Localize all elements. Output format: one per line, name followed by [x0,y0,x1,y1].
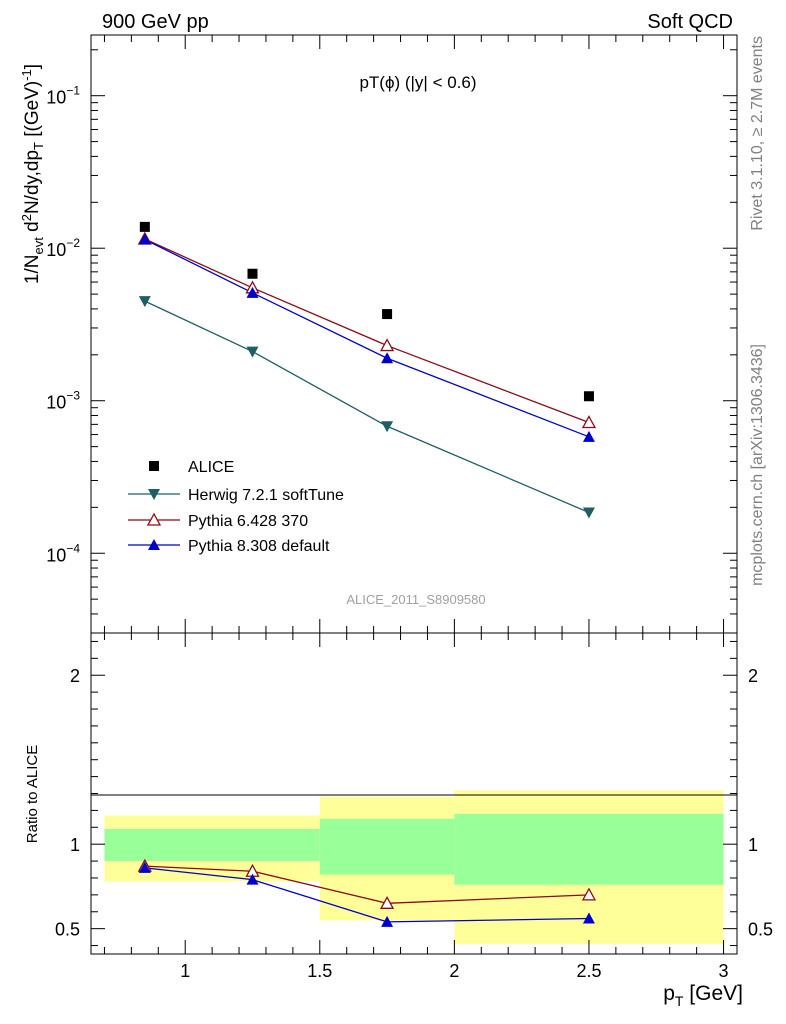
stat-uncertainty-band [104,828,320,862]
data-point [381,421,394,433]
main-y-tick-label: 10−1 [46,84,80,108]
main-y-tick-label: 10−4 [46,541,80,565]
main-series-lines [144,238,590,514]
analysis-watermark: ALICE_2011_S8909580 [346,592,485,607]
x-tick-label: 1.5 [307,961,332,981]
series-line-pythia [144,238,590,438]
data-point [582,507,595,519]
mcplots-label: mcplots.cern.ch [arXiv:1306.3436] [749,344,766,586]
series-line-herwig [144,300,590,514]
legend-label: Pythia 6.428 370 [188,513,308,530]
data-point [246,286,259,298]
series-line-pythia [144,238,590,424]
ratio-y-tick-label-left: 1 [70,835,80,855]
ratio-y-tick-labels: 0.5 0.5 1 1 2 2 [55,666,773,939]
ratio-y-tick-label-right: 1 [748,835,758,855]
header-left-label: 900 GeV pp [102,11,209,33]
ratio-data-point [581,887,597,901]
ratio-x-tick-labels: 1 1.5 2 2.5 3 [180,961,728,981]
data-point [139,221,150,232]
ratio-axis-ticks [91,633,737,954]
data-point [382,309,393,320]
ratio-series-lines [144,865,589,923]
main-y-tick-labels: 10−1 10−2 10−3 10−4 [46,84,80,566]
legend-label: ALICE [188,459,234,476]
x-axis-label: pT [GeV] [663,982,743,1009]
ratio-y-tick-label-right: 0.5 [748,920,773,940]
x-tick-label: 2.5 [576,961,601,981]
main-y-tick-label: 10−2 [46,236,80,260]
legend-marker [148,539,160,550]
ratio-y-tick-label-right: 2 [748,666,758,686]
ratio-data-point [582,912,595,924]
x-tick-label: 3 [719,961,729,981]
data-point [581,415,597,429]
stat-uncertainty-band [454,813,724,885]
data-point [138,296,151,308]
ratio-data-point [246,873,259,885]
ratio-plot-frame [90,632,738,955]
data-point [381,352,394,364]
main-series-markers [137,221,597,519]
legend-marker [149,461,159,471]
ratio-line-pythia [144,865,589,904]
legend-marker [146,512,162,526]
x-tick-label: 1 [180,961,190,981]
main-y-tick-label: 10−3 [46,389,80,413]
main-plot-title: pT(ϕ) (|y| < 0.6) [359,73,476,92]
data-point [246,346,259,358]
data-point [379,338,395,352]
ratio-y-axis-label: Ratio to ALICE [24,745,41,843]
legend-label: Pythia 8.308 default [188,538,330,555]
header-right-label: Soft QCD [647,11,733,33]
x-tick-label: 2 [449,961,459,981]
legend-label: Herwig 7.2.1 softTune [188,487,344,504]
main-axis-ticks [91,35,737,634]
ratio-line-pythia [144,867,589,923]
main-y-axis-label: 1/Nevt d2N/dy,dpT [(GeV)-1] [19,64,46,284]
data-point [138,233,151,245]
ratio-data-point [381,915,394,927]
data-point [583,391,594,402]
legend: ALICE Herwig 7.2.1 softTune Pythia 6.428 3… [128,459,344,555]
ratio-data-point [138,861,151,873]
stat-uncertainty-band [319,818,455,875]
data-point [247,268,258,279]
data-point [582,430,595,442]
rivet-version-label: Rivet 3.1.10, ≥ 2.7M events [749,36,766,231]
ratio-series-markers [137,858,597,927]
legend-marker [148,489,160,500]
ratio-y-tick-label-left: 2 [70,666,80,686]
ratio-y-tick-label-left: 0.5 [55,920,80,940]
ratio-data-point [379,895,395,909]
